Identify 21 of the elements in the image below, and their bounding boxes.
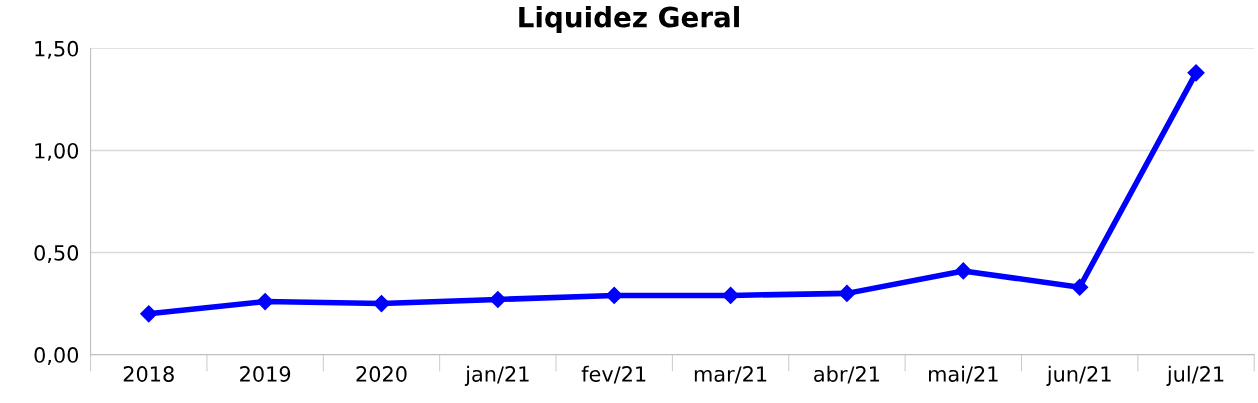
x-tick-label: 2019 — [240, 366, 291, 382]
point — [954, 262, 972, 280]
x-tick-label: jul/21 — [1166, 365, 1224, 386]
point — [838, 284, 856, 302]
y-tick-label: 1,00 — [35, 142, 79, 161]
point — [1071, 278, 1089, 296]
point — [256, 292, 274, 311]
x-tick-label: 2020 — [356, 366, 407, 382]
x-tick-label: jun/21 — [1046, 365, 1111, 386]
y-tick-label: 0,00 — [34, 347, 79, 365]
y-tick-label: 1,50 — [35, 40, 79, 59]
point — [140, 305, 158, 323]
point — [1187, 64, 1205, 82]
chart-title: Liquidez Geral — [519, 6, 739, 33]
x-tick-label: mar/21 — [694, 366, 767, 384]
x-tick-label: mai/21 — [929, 365, 998, 384]
x-tick-label: abr/21 — [814, 365, 880, 384]
x-tick-label: fev/21 — [581, 365, 646, 384]
x-tick-label: 2018 — [123, 366, 174, 382]
y-tick-label: 0,50 — [34, 245, 79, 263]
x-tick-label: jan/21 — [464, 365, 529, 386]
